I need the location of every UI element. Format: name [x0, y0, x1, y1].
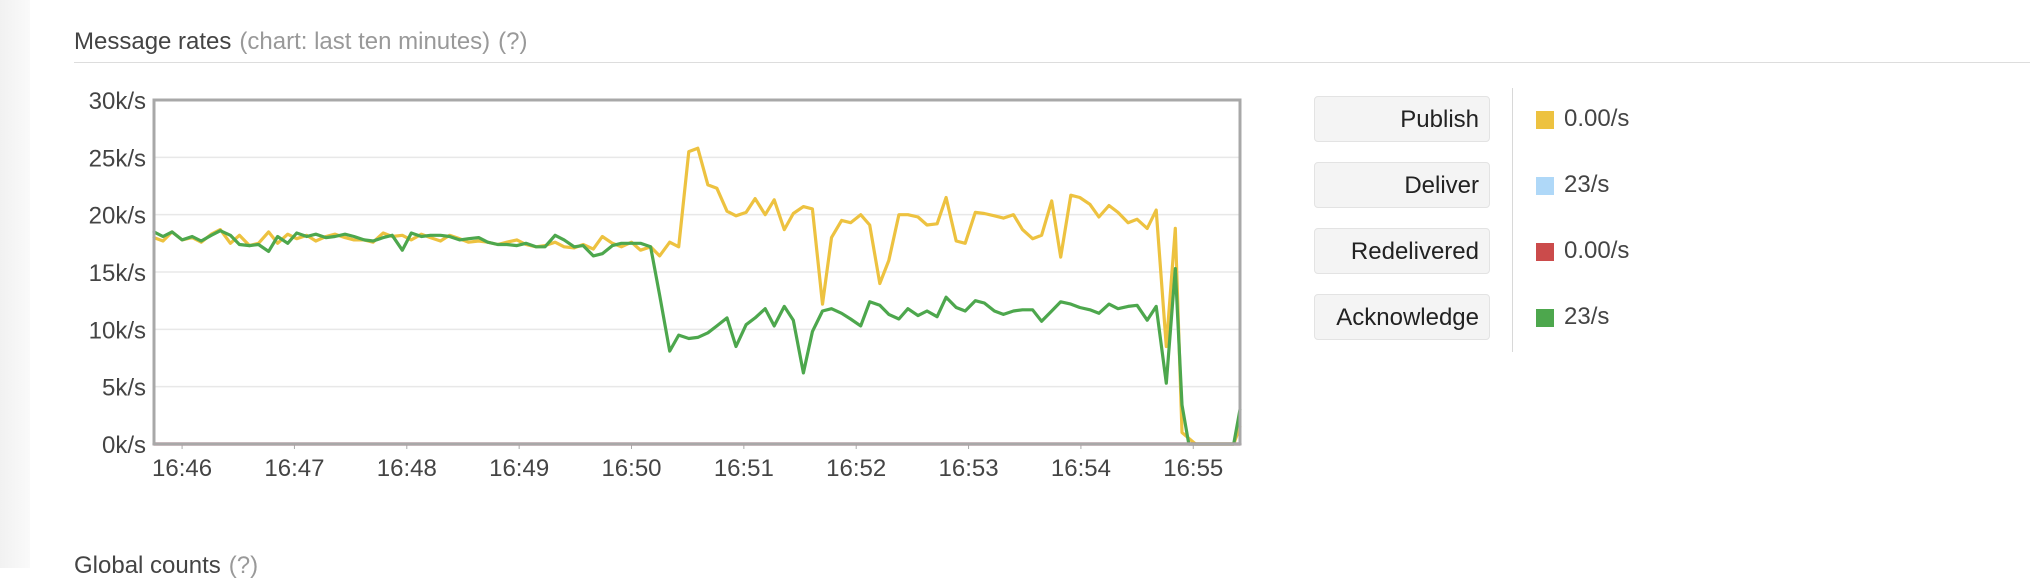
y-tick-label: 10k/s [89, 317, 146, 344]
x-tick-label: 16:46 [152, 455, 212, 482]
y-tick-label: 15k/s [89, 260, 146, 287]
x-tick-label: 16:54 [1051, 455, 1111, 482]
acknowledge-toggle-button[interactable]: Acknowledge [1314, 294, 1490, 340]
x-tick-label: 16:47 [264, 455, 324, 482]
redelivered-rate-value: 0.00/s [1564, 237, 1630, 264]
deliver-rate-value: 23/s [1564, 171, 1610, 198]
publish-color-swatch [1536, 111, 1554, 129]
global-counts-title: Global counts [74, 552, 221, 579]
x-tick-label: 16:51 [714, 455, 774, 482]
y-tick-label: 5k/s [102, 375, 146, 402]
y-tick-label: 30k/s [89, 88, 146, 115]
plot-border [152, 98, 1242, 446]
acknowledge-rate-value: 23/s [1564, 303, 1610, 330]
y-tick-label: 20k/s [89, 203, 146, 230]
legend-divider [1512, 88, 1513, 352]
left-gutter [0, 0, 30, 568]
x-tick-label: 16:50 [601, 455, 661, 482]
global-counts-help-link[interactable]: (?) [228, 552, 259, 579]
y-tick-label: 25k/s [89, 145, 146, 172]
legend-row-acknowledge: Acknowledge 23/s [1314, 294, 1914, 344]
publish-rate-value: 0.00/s [1564, 105, 1630, 132]
section-subtitle: (chart: last ten minutes) [239, 28, 491, 55]
deliver-color-swatch [1536, 177, 1554, 195]
deliver-toggle-button[interactable]: Deliver [1314, 162, 1490, 208]
publish-toggle-button[interactable]: Publish [1314, 96, 1490, 142]
acknowledge-color-swatch [1536, 309, 1554, 327]
section-header: Message rates (chart: last ten minutes) (?… [74, 22, 2030, 63]
acknowledge-series-line [152, 229, 1242, 446]
legend-row-deliver: Deliver 23/s [1314, 162, 1914, 212]
section-title: Message rates [74, 28, 232, 55]
global-counts-header: Global counts (?) [74, 552, 258, 580]
section-help-link[interactable]: (?) [498, 28, 528, 55]
redelivered-color-swatch [1536, 243, 1554, 261]
x-tick-label: 16:48 [377, 455, 437, 482]
y-tick-label: 0k/s [102, 432, 146, 459]
x-tick-label: 16:52 [826, 455, 886, 482]
legend-row-redelivered: Redelivered 0.00/s [1314, 228, 1914, 278]
message-rates-chart: 0k/s 5k/s 10k/s 15k/s 20k/s 25k/s 30k/s 16:46 16… [89, 88, 1242, 482]
x-tick-label: 16:53 [939, 455, 999, 482]
x-tick-label: 16:55 [1163, 455, 1223, 482]
redelivered-toggle-button[interactable]: Redelivered [1314, 228, 1490, 274]
legend-row-publish: Publish 0.00/s [1314, 96, 1914, 146]
x-tick-label: 16:49 [489, 455, 549, 482]
